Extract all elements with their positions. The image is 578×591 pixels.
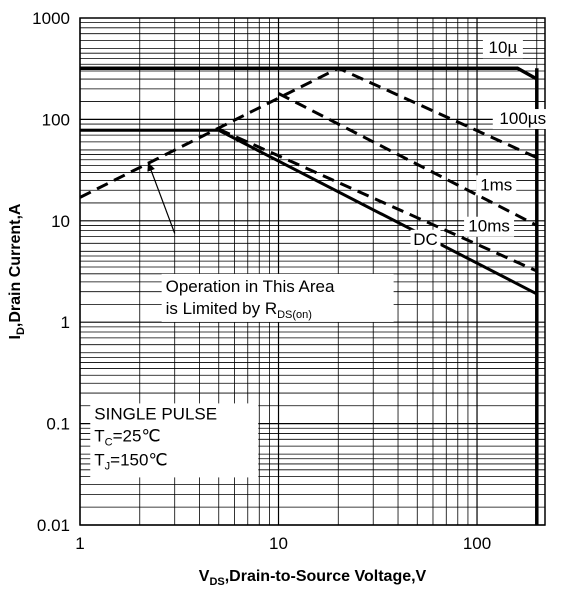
conditions-tj: TJ=150℃ (94, 450, 167, 472)
minor-grid (80, 18, 545, 525)
x-tick-label: 100 (463, 534, 491, 553)
y-axis-title: ID,Drain Current,A (7, 203, 27, 339)
y-tick-label: 1000 (32, 9, 70, 28)
y-tick-label: 0.01 (37, 516, 70, 535)
x-tick-label: 10 (269, 534, 288, 553)
series-line-2 (277, 92, 538, 227)
test-conditions: SINGLE PULSE TC=25℃ TJ=150℃ (90, 403, 259, 478)
series-line-3 (218, 127, 538, 273)
rds-limit-annotation: Operation in This Area is Limited by RDS… (147, 161, 394, 322)
y-tick-label: 10 (51, 212, 70, 231)
series-line-0 (80, 66, 538, 81)
x-axis-title: VDS,Drain-to-Source Voltage,V (199, 568, 427, 588)
y-tick-label: 100 (42, 110, 70, 129)
conditions-single-pulse: SINGLE PULSE (94, 404, 217, 423)
series-label-bg (410, 229, 441, 250)
x-tick-label: 1 (75, 534, 84, 553)
tick-labels: 1 10 100 0.01 0.1 1 10 100 1000 (32, 9, 491, 553)
series-label-1: 100µs (499, 109, 546, 128)
series-label-4: DC (413, 230, 438, 249)
series-label-bg (492, 109, 553, 130)
annotation-background (161, 273, 394, 322)
series-label-2: 1ms (480, 175, 512, 194)
series-label-3: 10ms (468, 217, 510, 236)
y-tick-label: 0.1 (46, 415, 70, 434)
label-layer: 10µ 100µs 1ms 10ms DC (410, 38, 553, 250)
series-label-bg (476, 175, 517, 196)
conditions-tc: TC=25℃ (94, 426, 160, 448)
series-label-bg (464, 216, 515, 237)
series-line-1 (79, 66, 538, 199)
y-tick-label: 1 (61, 313, 70, 332)
series-label-bg (482, 38, 523, 59)
conditions-background (90, 403, 259, 478)
series-label-0: 10µ (489, 38, 518, 57)
annotation-line-2: is Limited by RDS(on) (166, 299, 312, 321)
annotation-arrow (147, 161, 176, 234)
annotation-line-1: Operation in This Area (166, 277, 335, 296)
plot-frame (79, 17, 546, 526)
